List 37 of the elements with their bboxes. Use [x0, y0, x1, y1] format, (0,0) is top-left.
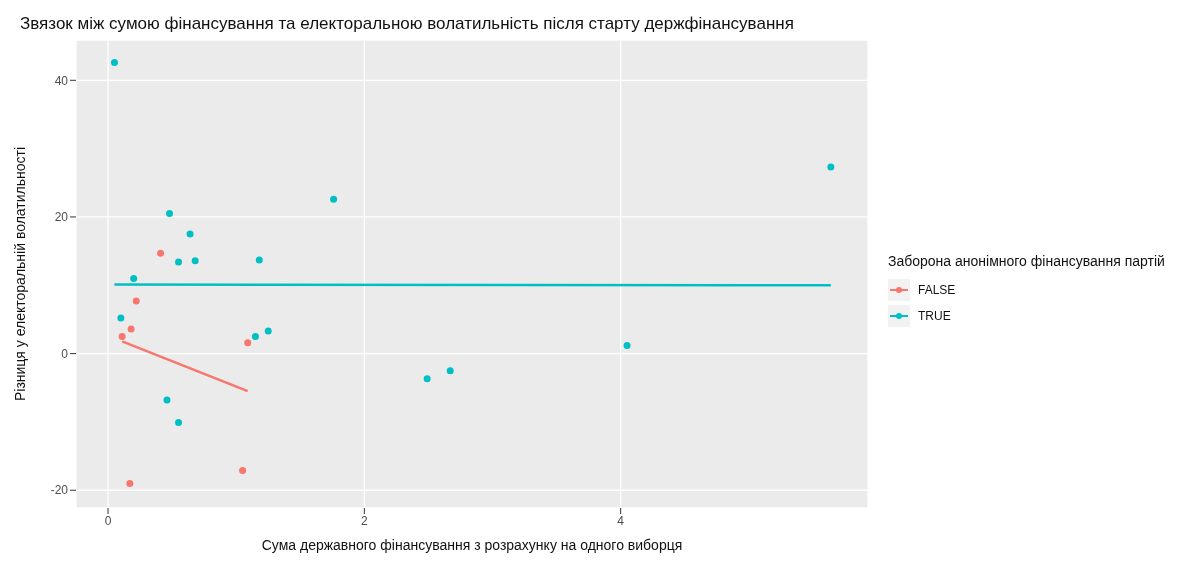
y-axis-title: Різниця у електоральній волатильності [11, 146, 28, 402]
point [186, 230, 194, 238]
point [166, 210, 174, 218]
legend-title: Заборона анонімного фінансування партій [888, 253, 1165, 269]
y-tick-label: 40 [54, 73, 69, 88]
y-tick-label: 20 [54, 210, 69, 225]
chart-title: Звязок між сумою фінансування та електоральною волатильність після старту держфінансування [20, 14, 794, 34]
point [127, 325, 135, 333]
point [175, 258, 183, 266]
point [264, 327, 272, 335]
point [623, 341, 631, 349]
point [255, 256, 263, 264]
point [827, 163, 835, 171]
point [175, 419, 183, 427]
legend-label: TRUE [918, 309, 951, 323]
point [130, 274, 138, 282]
legend-label: FALSE [918, 283, 956, 297]
y-tick-label: -20 [50, 483, 69, 498]
point [191, 257, 199, 265]
point [251, 333, 259, 341]
x-tick-label: 2 [361, 513, 369, 528]
x-tick-label: 0 [104, 513, 112, 528]
point [157, 249, 165, 257]
point [446, 367, 454, 375]
y-tick-label: 0 [61, 346, 69, 361]
point [117, 314, 125, 322]
x-tick-label: 4 [617, 513, 625, 528]
point [330, 195, 338, 203]
point [244, 339, 252, 347]
point [110, 59, 118, 67]
point [118, 333, 126, 341]
point [423, 375, 431, 383]
point [126, 479, 134, 487]
point [239, 466, 247, 474]
point [132, 297, 140, 305]
x-axis-title: Сума державного фінансування з розрахунку на одного виборця [261, 537, 683, 553]
point [163, 396, 171, 404]
